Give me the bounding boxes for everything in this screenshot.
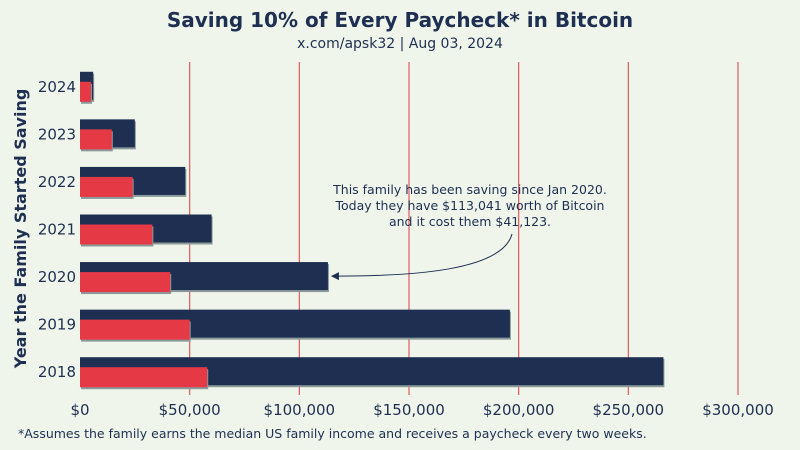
chart-title: Saving 10% of Every Paycheck* in Bitcoin [166,8,634,32]
y-tick-label: 2024 [38,78,76,96]
annotation-arrow [336,233,513,277]
bar-cost [80,367,208,388]
y-tick-label: 2021 [38,221,76,239]
bar-cost [80,224,153,245]
y-tick-label: 2019 [38,316,76,334]
x-tick-label: $150,000 [373,401,445,419]
annotation-text: and it cost them $41,123. [389,214,551,229]
annotation-text: This family has been saving since Jan 20… [332,182,607,197]
x-tick-label: $100,000 [264,401,336,419]
bar-cost [80,319,190,340]
x-tick-label: $300,000 [702,401,774,419]
y-tick-label: 2018 [38,363,76,381]
x-tick-label: $250,000 [593,401,665,419]
x-tick-label: $200,000 [483,401,555,419]
x-tick-label: $50,000 [159,401,221,419]
y-axis-label: Year the Family Started Saving [11,89,30,370]
bar-cost [80,272,171,293]
chart-subtitle: x.com/apsk32 | Aug 03, 2024 [297,36,503,52]
bar-cost [80,176,133,197]
y-tick-label: 2022 [38,173,76,191]
x-tick-label: $0 [70,401,89,419]
annotation-arrowhead [330,272,339,281]
bar-cost [80,81,91,102]
annotation-text: Today they have $113,041 worth of Bitcoi… [335,198,605,213]
footnote: *Assumes the family earns the median US … [18,426,647,441]
y-tick-label: 2020 [38,268,76,286]
bar-cost [80,129,112,150]
y-tick-label: 2023 [38,125,76,143]
